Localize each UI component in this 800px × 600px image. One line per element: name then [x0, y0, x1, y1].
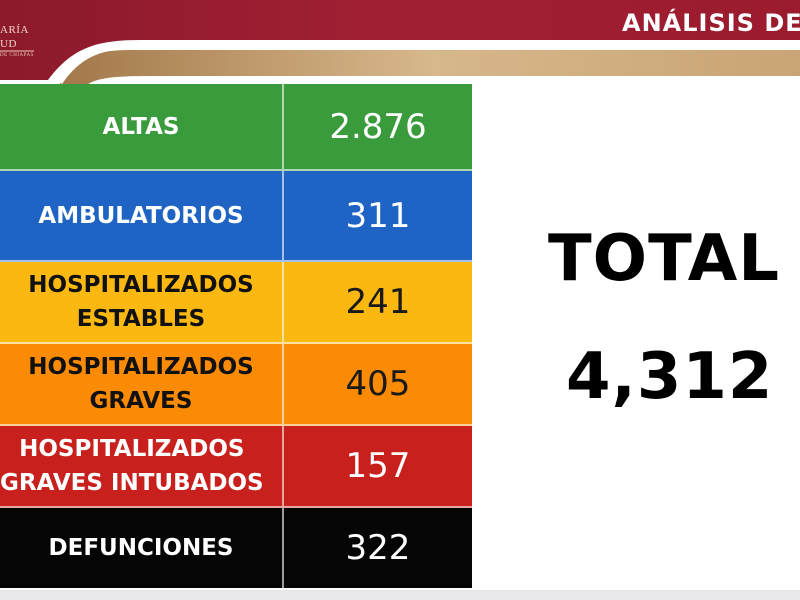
gold-stripe: [60, 49, 800, 90]
logo-text-line-3: DE CHIAPAS: [0, 53, 34, 58]
row-value: 241: [282, 262, 472, 342]
row-label: HOSPITALIZADOS GRAVES: [28, 354, 254, 414]
row-value: 311: [282, 171, 472, 260]
row-value: 157: [282, 426, 472, 506]
row-label: HOSPITALIZADOS GRAVES INTUBADOS: [0, 436, 264, 496]
total-value: 4,312: [566, 340, 774, 414]
table-row-hospitalizados-estables: HOSPITALIZADOS ESTABLES 241: [0, 262, 472, 344]
white-gap: [52, 42, 800, 84]
stats-table: ALTAS 2.876 AMBULATORIOS 311 HOSPITALIZA…: [0, 84, 472, 588]
row-value: 405: [282, 344, 472, 424]
row-label: HOSPITALIZADOS ESTABLES: [28, 272, 254, 332]
table-row-hospitalizados-graves-intubados: HOSPITALIZADOS GRAVES INTUBADOS 157: [0, 426, 472, 508]
row-label: AMBULATORIOS: [38, 202, 244, 229]
bottom-strip: [0, 590, 800, 600]
row-label: ALTAS: [102, 113, 180, 140]
row-label: DEFUNCIONES: [48, 535, 234, 561]
logo-text-line-1: ARÍA: [0, 24, 29, 36]
table-row-ambulatorios: AMBULATORIOS 311: [0, 171, 472, 262]
row-value: 322: [282, 508, 472, 588]
red-band: [0, 0, 800, 80]
table-row-defunciones: DEFUNCIONES 322: [0, 508, 472, 588]
header-title: ANÁLISIS DE: [622, 9, 800, 37]
table-row-hospitalizados-graves: HOSPITALIZADOS GRAVES 405: [0, 344, 472, 426]
logo-text-line-2: UD: [0, 38, 17, 50]
table-row-altas: ALTAS 2.876: [0, 84, 472, 171]
total-label: TOTAL: [548, 222, 781, 296]
header-band: [0, 0, 800, 90]
row-value: 2.876: [282, 84, 472, 169]
